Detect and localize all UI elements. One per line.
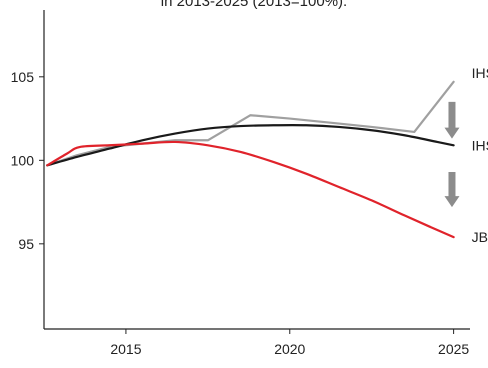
series-label-ihs-iv-16: IHS IV'16 [472,137,488,153]
series-line-ihs-iv-16 [46,123,455,167]
series-line-jbc-iv-16 [46,140,455,239]
y-tick-label: 105 [11,69,35,85]
x-ticks: 2015 2020 2025 [110,329,469,357]
series-lines [46,80,455,239]
series-label-jbc-iv-16: JBC IV'16 [472,229,488,245]
down-arrow-icon [444,101,460,139]
x-tick-label: 2020 [274,341,305,357]
y-tick-label: 100 [11,152,35,168]
down-arrow-icon [444,172,460,208]
series-label-ihs-iv-15: IHS IV'15 [472,65,488,81]
y-ticks: 95 100 105 [11,69,44,252]
series-labels: IHS IV'15 IHS IV'16 JBC IV'16 [472,65,488,245]
y-tick-label: 95 [18,236,34,252]
x-tick-label: 2025 [438,341,469,357]
change-arrows [444,101,460,208]
chart-title: in 2013-2025 (2013=100%). [161,0,347,10]
x-tick-label: 2015 [110,341,141,357]
series-line-ihs-iv-15 [46,80,455,167]
